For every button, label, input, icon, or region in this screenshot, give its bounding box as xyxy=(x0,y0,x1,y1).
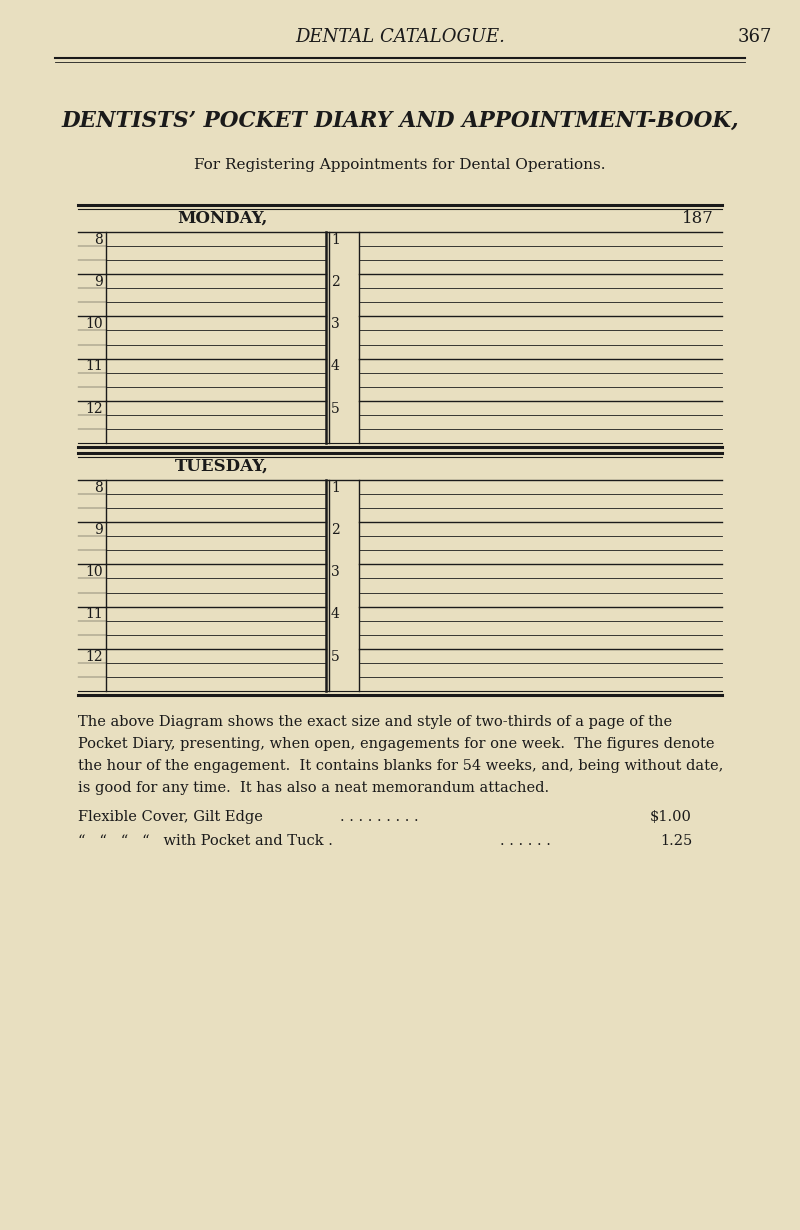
Text: 8: 8 xyxy=(94,232,103,247)
Text: 4: 4 xyxy=(331,608,340,621)
Text: The above Diagram shows the exact size and style of two-thirds of a page of the: The above Diagram shows the exact size a… xyxy=(78,715,672,729)
Text: 10: 10 xyxy=(86,317,103,331)
Text: For Registering Appointments for Dental Operations.: For Registering Appointments for Dental … xyxy=(194,157,606,172)
Text: 8: 8 xyxy=(94,481,103,494)
Text: 187: 187 xyxy=(682,210,714,228)
Text: 2: 2 xyxy=(331,523,340,538)
Text: TUESDAY,: TUESDAY, xyxy=(175,458,269,475)
Text: 1: 1 xyxy=(331,481,340,494)
Text: 5: 5 xyxy=(331,401,340,416)
Text: 12: 12 xyxy=(86,649,103,663)
Text: Pocket Diary, presenting, when open, engagements for one week.  The figures deno: Pocket Diary, presenting, when open, eng… xyxy=(78,737,714,752)
Text: 1.25: 1.25 xyxy=(660,834,692,847)
Text: 3: 3 xyxy=(331,317,340,331)
Text: 11: 11 xyxy=(86,359,103,374)
Text: 11: 11 xyxy=(86,608,103,621)
Text: 9: 9 xyxy=(94,523,103,538)
Text: is good for any time.  It has also a neat memorandum attached.: is good for any time. It has also a neat… xyxy=(78,781,549,795)
Text: 2: 2 xyxy=(331,276,340,289)
Text: 367: 367 xyxy=(738,28,772,46)
Text: 9: 9 xyxy=(94,276,103,289)
Text: 4: 4 xyxy=(331,359,340,374)
Text: . . . . . .: . . . . . . xyxy=(500,834,551,847)
Text: . . . . . . . . .: . . . . . . . . . xyxy=(340,811,418,824)
Text: 12: 12 xyxy=(86,401,103,416)
Text: 1: 1 xyxy=(331,232,340,247)
Text: “   “   “   “   with Pocket and Tuck .: “ “ “ “ with Pocket and Tuck . xyxy=(78,834,333,847)
Text: Flexible Cover, Gilt Edge: Flexible Cover, Gilt Edge xyxy=(78,811,263,824)
Text: 10: 10 xyxy=(86,565,103,579)
Text: MONDAY,: MONDAY, xyxy=(177,210,267,228)
Text: 5: 5 xyxy=(331,649,340,663)
Text: 3: 3 xyxy=(331,565,340,579)
Text: DENTISTS’ POCKET DIARY AND APPOINTMENT-BOOK,: DENTISTS’ POCKET DIARY AND APPOINTMENT-B… xyxy=(61,109,739,132)
Text: DENTAL CATALOGUE.: DENTAL CATALOGUE. xyxy=(295,28,505,46)
Text: the hour of the engagement.  It contains blanks for 54 weeks, and, being without: the hour of the engagement. It contains … xyxy=(78,759,723,772)
Text: $1.00: $1.00 xyxy=(650,811,692,824)
